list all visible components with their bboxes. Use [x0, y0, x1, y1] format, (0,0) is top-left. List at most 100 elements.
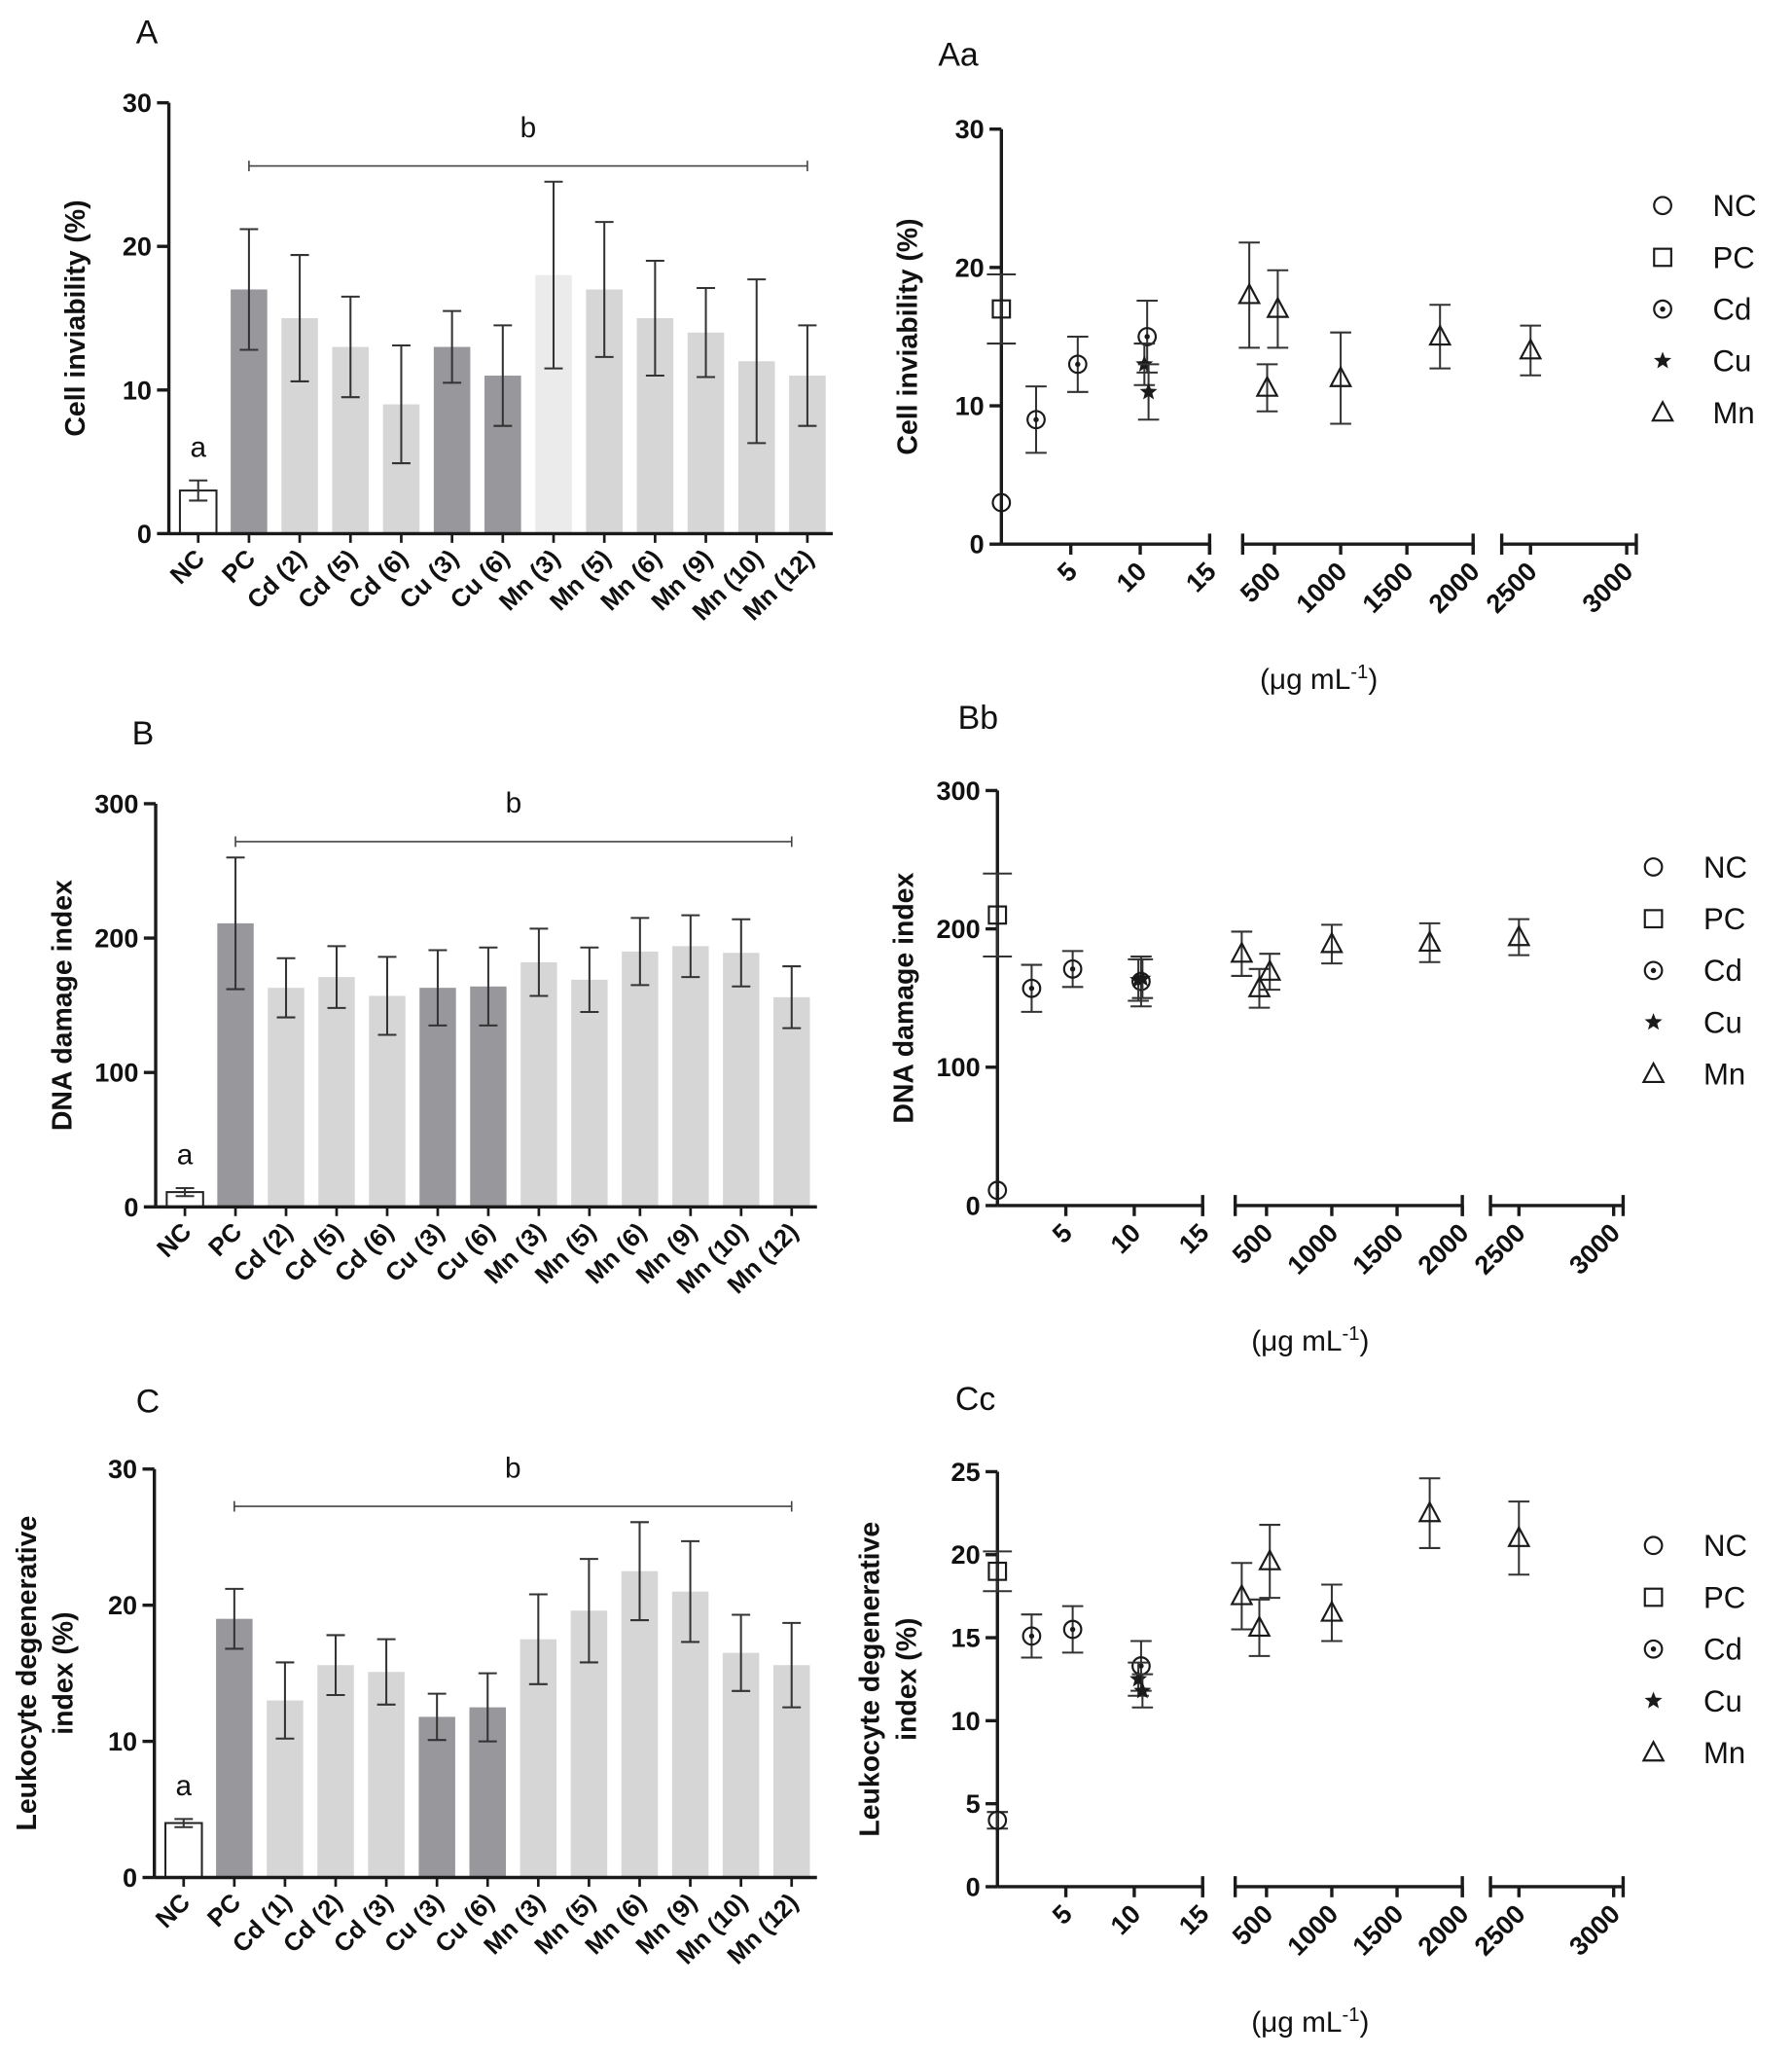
error-bar — [443, 309, 462, 384]
error-bar — [1321, 1583, 1343, 1643]
y-tick-label: 0 — [970, 529, 985, 560]
marker-shape — [1417, 1499, 1442, 1523]
marker-shape — [1519, 338, 1543, 360]
bar — [216, 1618, 253, 1878]
annotation: b — [506, 787, 522, 819]
y-tick-label: 10 — [951, 1706, 981, 1736]
error-bar — [478, 1672, 497, 1743]
legend-symbol — [1643, 1535, 1664, 1556]
marker-shape — [1643, 960, 1664, 981]
point — [1230, 941, 1254, 963]
x-tick-label: 500 — [1234, 556, 1286, 608]
x-tick-label: 1500 — [1346, 1898, 1410, 1962]
marker-shape — [1230, 1583, 1254, 1606]
error-bar — [1248, 967, 1271, 1009]
y-axis-label: DNA damage index — [889, 873, 920, 1124]
y-tick-label: 5 — [966, 1788, 981, 1819]
marker-shape — [1133, 969, 1152, 987]
point — [1428, 323, 1452, 346]
marker-shape — [1237, 282, 1262, 305]
legend-symbol — [1644, 1691, 1663, 1709]
marker-shape — [1651, 399, 1675, 422]
point — [1230, 1583, 1254, 1606]
marker-shape — [1643, 1535, 1664, 1556]
error-bar — [340, 295, 360, 399]
error-bar — [1248, 1598, 1271, 1657]
annotation: a — [190, 431, 206, 463]
legend-label: Cd — [1703, 1633, 1742, 1667]
marker-dot — [1144, 334, 1150, 340]
panel-label: A — [136, 15, 159, 52]
error-bar — [493, 324, 513, 427]
annotation: a — [177, 1139, 194, 1172]
error-bar — [983, 872, 1013, 958]
y-axis-label: DNA damage index — [47, 880, 78, 1131]
marker-shape — [1319, 1600, 1344, 1622]
point — [987, 1810, 1008, 1830]
y-tick-label: 200 — [936, 914, 980, 944]
y-tick-label: 10 — [108, 1726, 137, 1756]
legend-symbol — [1653, 247, 1672, 268]
marker-dot — [1650, 967, 1657, 974]
y-tick-label: 15 — [951, 1623, 981, 1653]
panel-label: Cc — [955, 1381, 995, 1418]
x-axis-label-close: ) — [1360, 2006, 1370, 2039]
error-bar — [174, 1818, 194, 1828]
legend-label: Cu — [1703, 1005, 1742, 1039]
error-bar — [189, 479, 208, 502]
legend-symbol — [1644, 1013, 1663, 1030]
legend-label: Cd — [1703, 954, 1742, 988]
error-bar — [747, 278, 767, 445]
legend-symbol — [1643, 1639, 1664, 1659]
error-bar — [175, 1186, 195, 1198]
legend-symbol — [1643, 960, 1664, 981]
x-axis-label-text: (μg mL — [1260, 664, 1350, 696]
y-tick-label: 0 — [137, 519, 152, 549]
point — [1329, 365, 1353, 387]
x-tick-label: 15 — [1172, 1217, 1214, 1259]
y-axis-label: index (%) — [49, 1611, 80, 1734]
error-bar — [983, 1550, 1013, 1593]
point — [1247, 1614, 1272, 1638]
panel-label: C — [136, 1384, 160, 1421]
marker-shape — [1641, 1061, 1666, 1084]
x-axis-label-sup: -1 — [1342, 1323, 1359, 1345]
marker-shape — [1654, 351, 1672, 369]
error-bar — [1267, 269, 1289, 349]
legend-label: Cu — [1703, 1684, 1742, 1718]
marker-shape — [991, 492, 1012, 513]
marker-shape — [1428, 323, 1452, 346]
y-axis-label: Cell inviability (%) — [893, 218, 924, 454]
error-bar — [630, 1521, 649, 1622]
marker-dot — [1028, 1633, 1035, 1640]
marker-shape — [1021, 1626, 1042, 1646]
bar — [164, 1822, 203, 1879]
bar — [723, 953, 760, 1208]
error-bar — [326, 1634, 345, 1697]
y-tick-label: 0 — [966, 1871, 981, 1901]
error-bar — [1259, 1524, 1281, 1600]
point — [987, 905, 1008, 925]
y-tick-label: 0 — [966, 1190, 981, 1220]
y-tick-label: 300 — [94, 788, 138, 818]
x-tick-label: NC — [151, 1889, 196, 1933]
error-bar — [1238, 241, 1260, 349]
error-bar — [290, 254, 309, 382]
marker-shape — [991, 299, 1012, 319]
legend-symbol — [1641, 1740, 1666, 1762]
marker-shape — [1139, 382, 1158, 400]
marker-shape — [1247, 1614, 1272, 1638]
point — [1258, 958, 1282, 981]
error-bar — [544, 180, 563, 370]
error-bar — [1418, 1477, 1441, 1549]
legend-symbol — [1643, 857, 1664, 877]
point — [1247, 975, 1272, 997]
x-tick-label: 2500 — [1468, 1898, 1531, 1962]
x-tick-label: 2000 — [1412, 1217, 1475, 1281]
legend-label: Mn — [1713, 396, 1755, 430]
y-axis-label: Leukocyte degenerative — [854, 1522, 885, 1837]
legend-label: PC — [1703, 1580, 1745, 1614]
legend-symbol — [1643, 909, 1664, 929]
bar — [268, 988, 305, 1208]
x-axis-label: (μg mL-1) — [1251, 1323, 1369, 1357]
